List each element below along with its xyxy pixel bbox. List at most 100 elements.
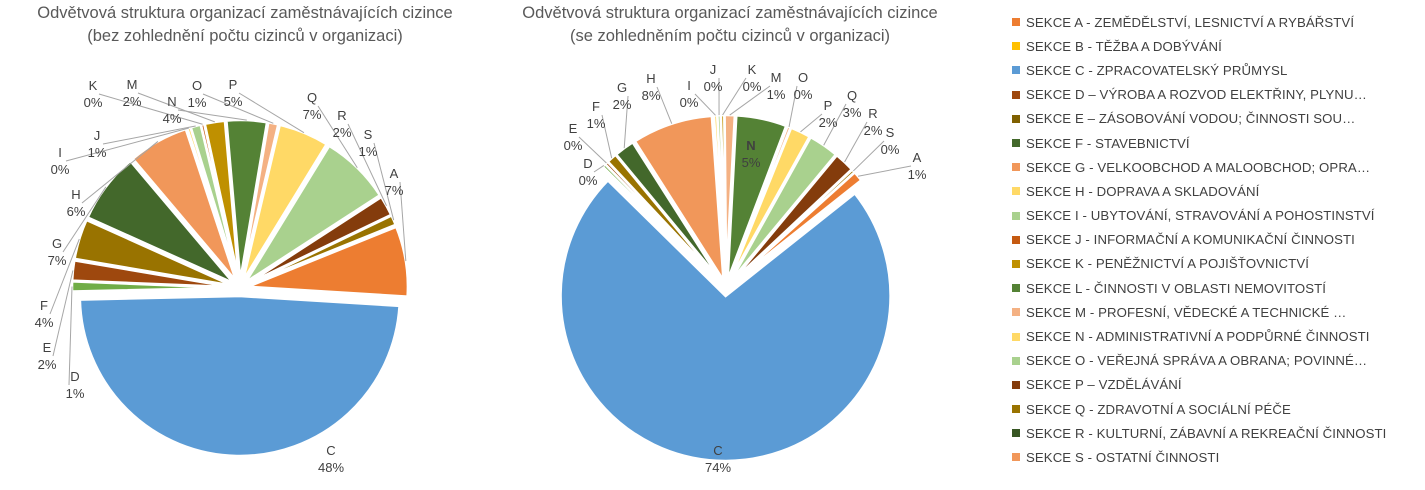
legend-item-p: SEKCE P – VZDĚLÁVÁNÍ [1012,373,1422,397]
legend-swatch [1012,139,1020,148]
data-label-value: 6% [67,204,86,219]
data-label-value: 2% [123,94,142,109]
data-label-category: H [646,71,655,86]
leader-line [65,127,190,162]
legend-label: SEKCE M - PROFESNÍ, VĚDECKÉ A TECHNICKÉ … [1026,304,1347,320]
legend-swatch [1012,453,1020,462]
data-label-value: 48% [318,460,344,475]
legend-item-c: SEKCE C - ZPRACOVATELSKÝ PRŮMYSL [1012,58,1422,82]
legend-swatch [1012,90,1020,99]
legend-item-o: SEKCE O - VEŘEJNÁ SPRÁVA A OBRANA; POVIN… [1012,349,1422,373]
chart-subtitle-line: (bez zohlednění počtu cizinců v organiza… [87,27,403,45]
data-label-value: 2% [333,125,352,140]
data-label-category: S [886,125,895,140]
leader-line [656,86,673,124]
leader-lines [49,92,407,386]
data-label-value: 5% [742,155,761,170]
leader-line [102,125,196,145]
data-label-category: J [94,128,101,143]
chart-title-left: Odvětvová struktura organizací zaměstnáv… [0,2,490,48]
data-label-value: 0% [579,173,598,188]
legend-swatch [1012,356,1020,365]
leader-line [62,186,107,253]
data-label-category: Q [847,88,857,103]
pie-slice-c [78,294,401,458]
leader-line [373,142,395,221]
leader-line [98,93,203,125]
legend-item-g: SEKCE G - VELKOOBCHOD A MALOOBCHOD; OPRA… [1012,155,1422,179]
data-label-category: M [771,70,782,85]
leader-lines [578,77,912,177]
data-label-value: 0% [704,79,723,94]
data-labels: A1%C74%D0%E0%F1%G2%H8%I0%J0%K0%M1%N5%O0%… [564,62,927,475]
data-label-value: 0% [881,142,900,157]
legend-swatch [1012,187,1020,196]
legend-label: SEKCE I - UBYTOVÁNÍ, STRAVOVÁNÍ A POHOST… [1026,208,1375,224]
leader-line [722,77,747,116]
legend-item-m: SEKCE M - PROFESNÍ, VĚDECKÉ A TECHNICKÉ … [1012,300,1422,324]
legend-swatch [1012,405,1020,414]
legend-label: SEKCE J - INFORMAČNÍ A KOMUNIKAČNÍ ČINNO… [1026,232,1355,248]
leader-line [844,121,868,163]
leader-line [694,93,716,116]
pie-slice-c [559,178,892,463]
legend-swatch [1012,259,1020,268]
legend-label: SEKCE L - ČINNOSTI V OBLASTI NEMOVITOSTÍ [1026,280,1327,296]
data-label-value: 8% [642,88,661,103]
data-label-category: I [58,145,62,160]
leader-line [729,85,771,116]
data-label-category: K [748,62,757,77]
legend-label: SEKCE B - TĚŽBA A DOBÝVÁNÍ [1026,38,1222,54]
pie-chart-left: A 7% C 48% D 1% E 2% F 4% G 7% H 6% I 0% J 1% K 0% M 2% N 4% O 1%… [35,77,410,475]
data-label-value: 1% [88,145,107,160]
data-label-category: C [326,443,335,458]
data-labels: A 7% C 48% D 1% E 2% F 4% G 7% H 6% I 0% J 1% K 0% M 2% N 4% O 1%… [35,77,404,475]
data-label-category: E [43,340,52,355]
data-label-category: F [592,99,600,114]
leader-line [347,123,387,207]
legend-label: SEKCE F - STAVEBNICTVÍ [1026,135,1190,151]
leader-line [137,92,215,123]
data-label-value: 1% [767,87,786,102]
data-label-category: E [569,121,578,136]
chart-subtitle-line: (se zohledněním počtu cizinců v organiza… [569,27,891,45]
leader-line [593,165,605,173]
data-label-value: 74% [705,460,731,475]
leader-line [788,85,798,127]
legend-label: SEKCE D – VÝROBA A ROZVOD ELEKTŘINY, PLY… [1026,87,1367,103]
legend-swatch [1012,284,1020,293]
legend-swatch [1012,332,1020,341]
legend-item-d: SEKCE D – VÝROBA A ROZVOD ELEKTŘINY, PLY… [1012,83,1422,107]
legend-item-i: SEKCE I - UBYTOVÁNÍ, STRAVOVÁNÍ A POHOST… [1012,204,1422,228]
leader-line [823,103,847,146]
legend-label: SEKCE C - ZPRACOVATELSKÝ PRŮMYSL [1026,62,1288,78]
pie-slices [70,118,410,458]
data-label-category: P [824,98,833,113]
data-label-category: G [52,236,62,251]
leader-line [800,113,823,133]
legend-label: SEKCE A - ZEMĚDĚLSTVÍ, LESNICTVÍ A RYBÁŘ… [1026,14,1355,30]
legend-label: SEKCE K - PENĚŽNICTVÍ A POJIŠŤOVNICTVÍ [1026,256,1309,272]
data-label-category: R [337,108,346,123]
data-label-category: K [89,78,98,93]
data-label-value: 0% [794,87,813,102]
leader-line [49,238,80,315]
data-label-category: J [710,62,717,77]
data-label-category: P [229,77,238,92]
leader-line [857,165,912,177]
legend-label: SEKCE E – ZÁSOBOVÁNÍ VODOU; ČINNOSTI SOU… [1026,111,1356,127]
legend-swatch [1012,380,1020,389]
legend-item-q: SEKCE Q - ZDRAVOTNÍ A SOCIÁLNÍ PÉČE [1012,397,1422,421]
leader-line [238,92,305,134]
legend-label: SEKCE H - DOPRAVA A SKLADOVÁNÍ [1026,183,1260,199]
data-label-value: 0% [680,95,699,110]
leader-line [317,105,358,168]
leader-line [177,109,247,121]
data-label-value: 2% [613,97,632,112]
legend-swatch [1012,66,1020,75]
legend-label: SEKCE S - OSTATNÍ ČINNOSTI [1026,449,1220,465]
data-label-value: 7% [385,183,404,198]
legend-label: SEKCE R - KULTURNÍ, ZÁBAVNÍ A REKREAČNÍ … [1026,425,1387,441]
data-label-category: A [390,166,399,181]
data-label-category: M [127,77,138,92]
